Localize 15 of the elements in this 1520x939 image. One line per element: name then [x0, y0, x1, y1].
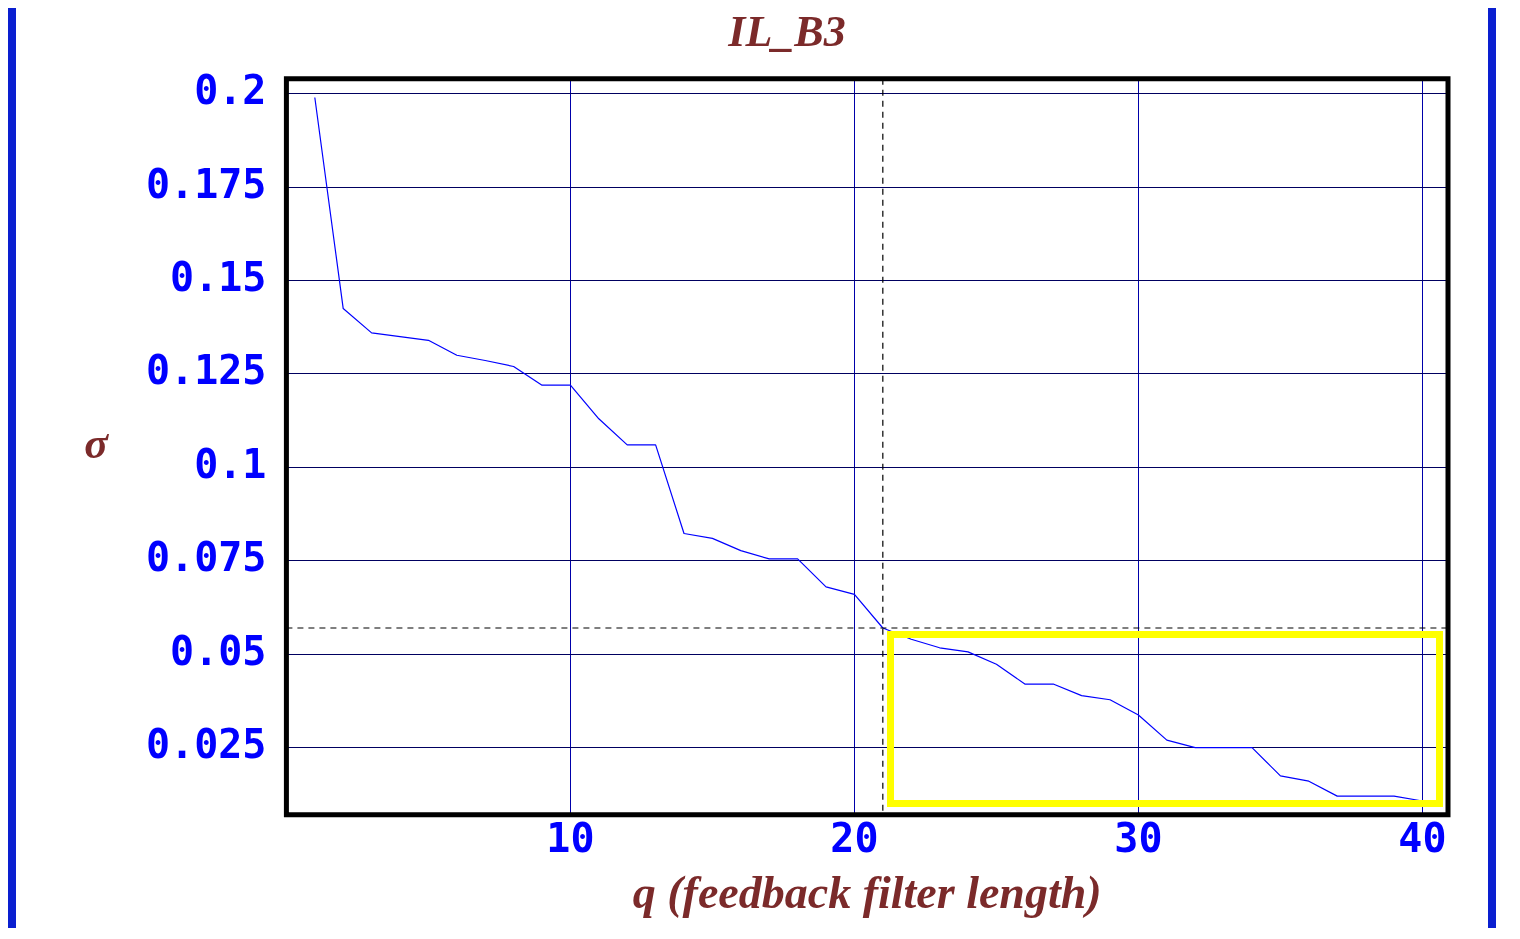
x-tick-label: 40 — [1398, 815, 1447, 862]
x-tick-label: 30 — [1114, 815, 1163, 862]
chart-title: IL_B3 — [727, 6, 846, 56]
x-tick-label: 20 — [830, 815, 879, 862]
y-tick-label: 0.1 — [194, 440, 267, 487]
x-axis-title: q (feedback filter length) — [632, 867, 1102, 919]
y-tick-label: 0.025 — [145, 720, 267, 767]
y-tick-label: 0.125 — [145, 347, 267, 394]
y-tick-label: 0.075 — [145, 534, 267, 581]
y-tick-label: 0.175 — [145, 160, 267, 207]
y-tick-label: 0.05 — [170, 627, 267, 674]
y-tick-label: 0.15 — [170, 253, 267, 300]
y-tick-label: 0.2 — [194, 67, 267, 114]
y-axis-title: σ — [84, 419, 110, 469]
x-tick-label: 10 — [546, 815, 595, 862]
